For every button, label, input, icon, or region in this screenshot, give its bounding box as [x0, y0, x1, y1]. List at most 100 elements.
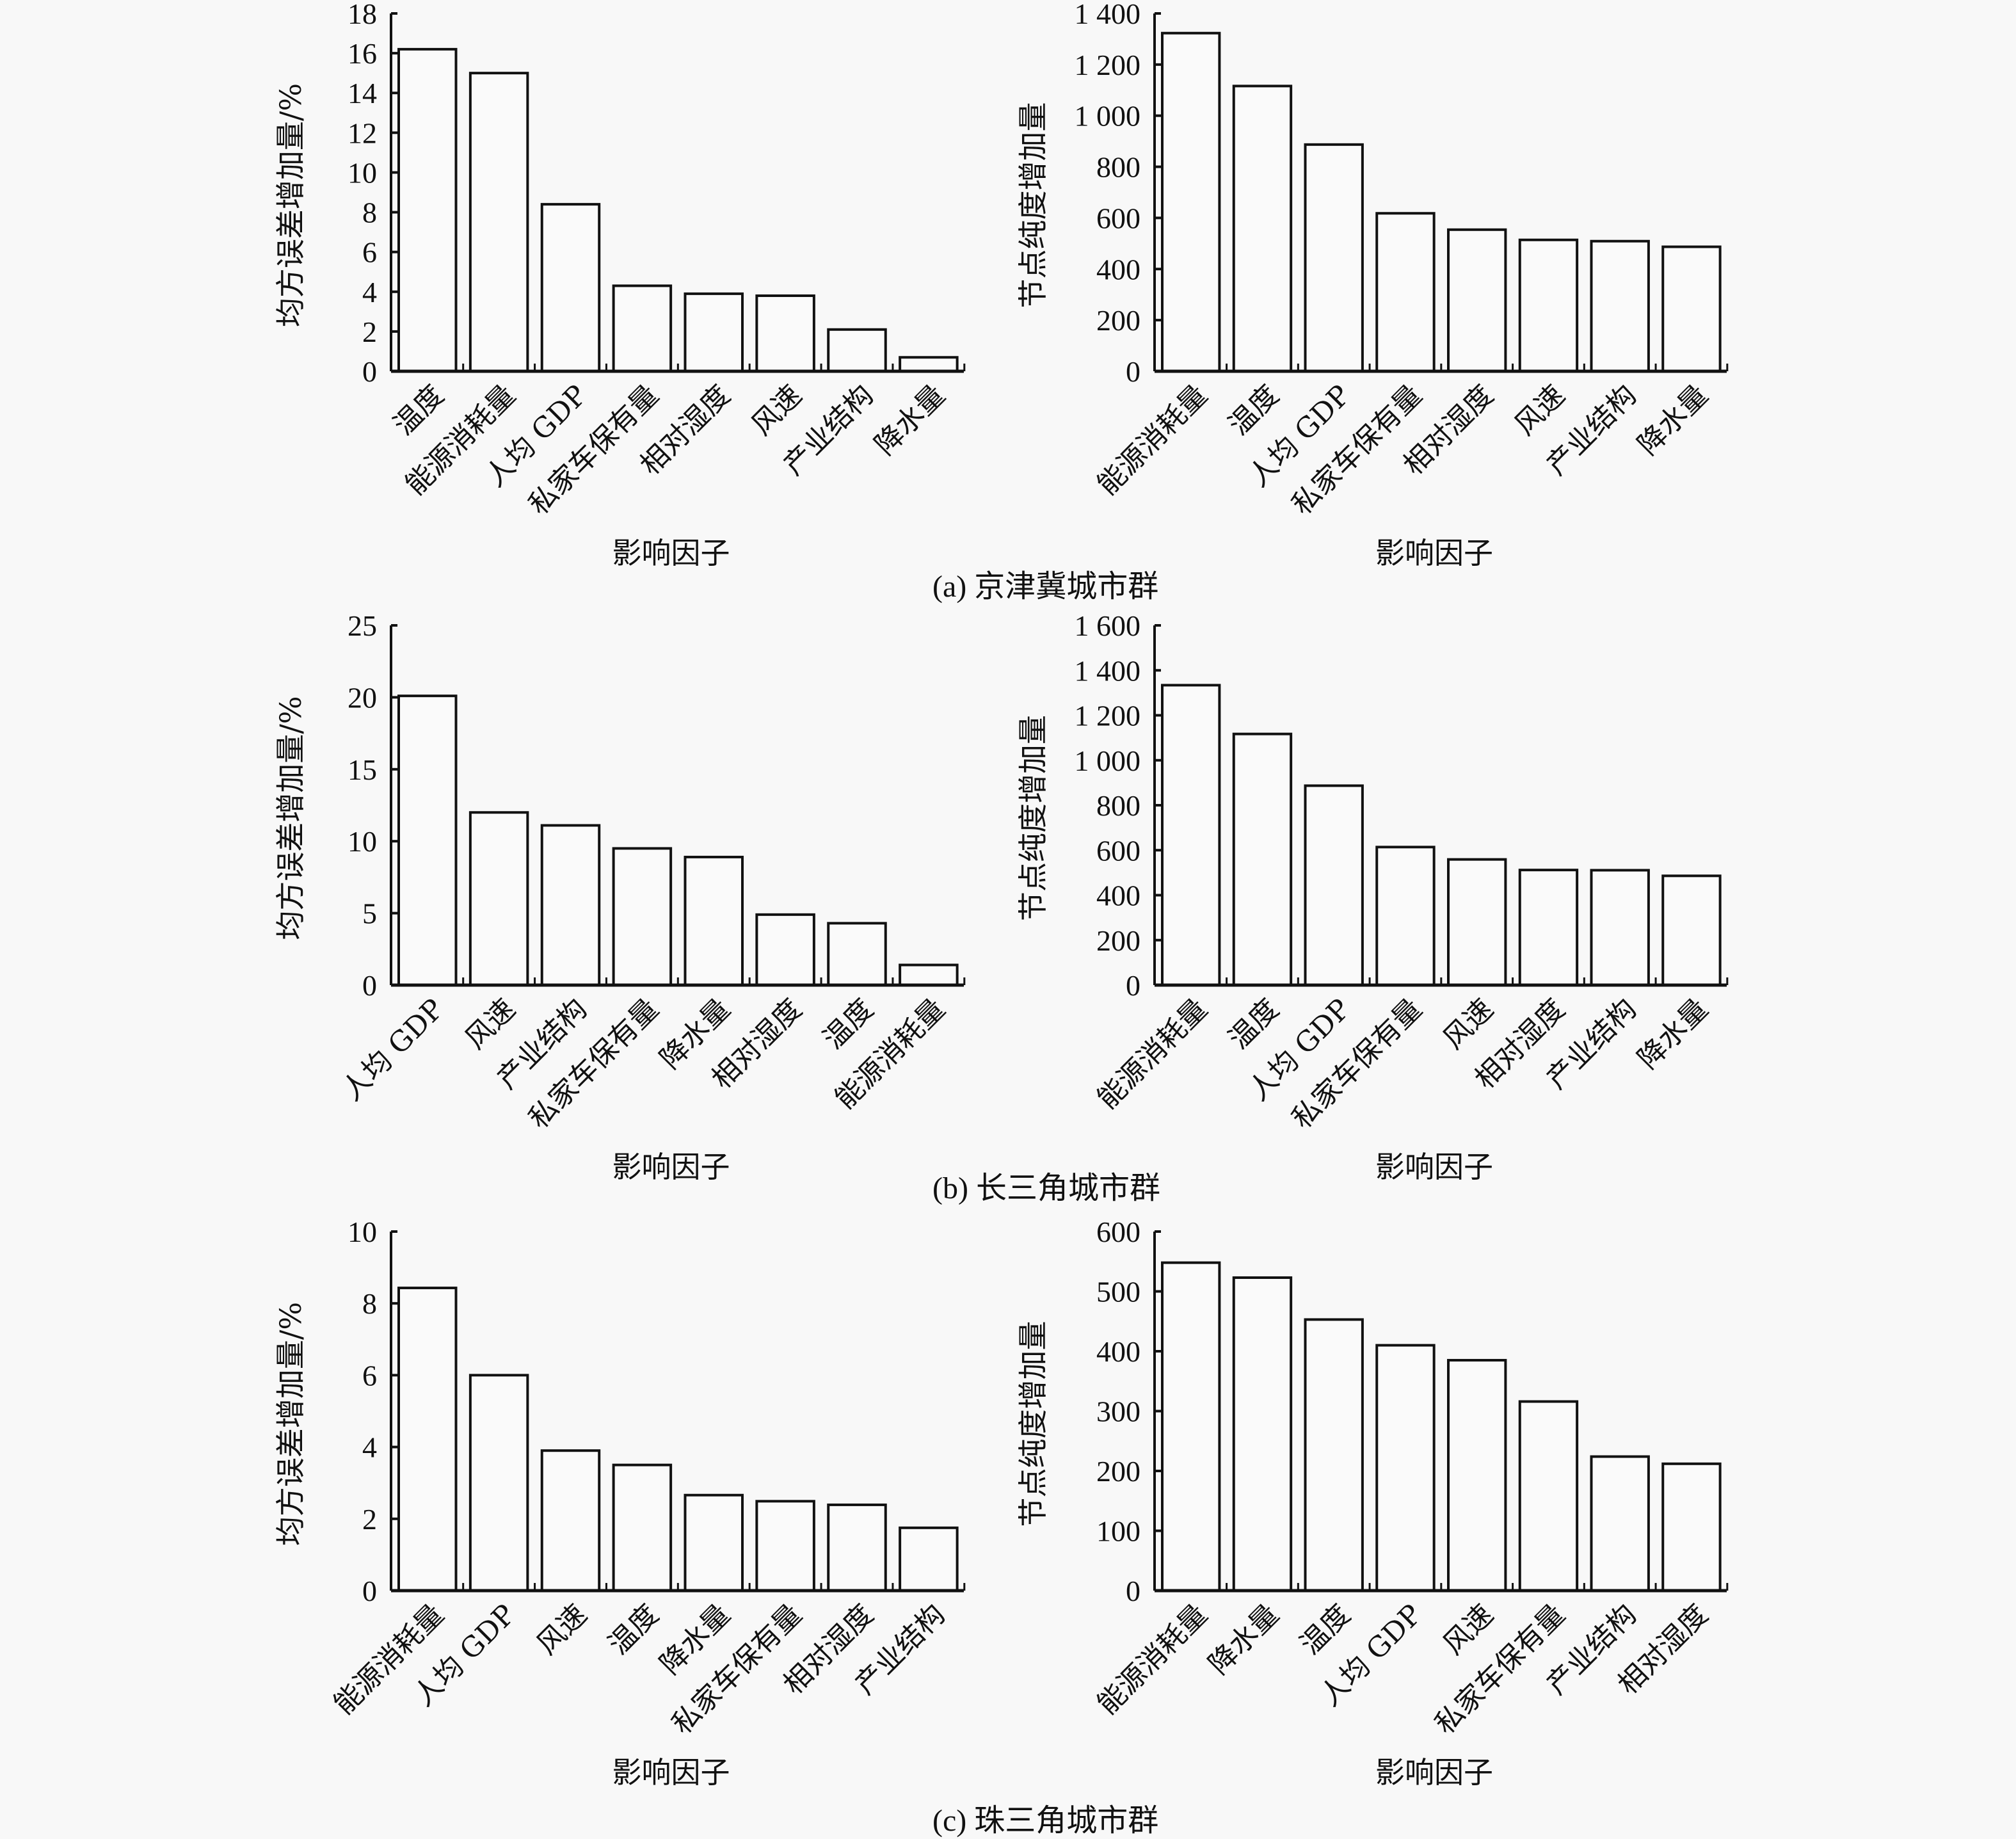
x-tick-label: 风速	[531, 1598, 593, 1661]
y-tick-label: 15	[348, 753, 377, 786]
x-tick-label: 温度	[387, 379, 450, 442]
y-tick-label: 1 000	[1075, 744, 1141, 777]
bar-7	[827, 328, 887, 373]
bar-2	[468, 811, 529, 986]
bar-3	[540, 824, 601, 987]
y-tick-label: 2	[362, 1503, 377, 1536]
caption-a: (a) 京津冀城市群	[932, 570, 1158, 604]
y-tick-label: 4	[362, 1431, 377, 1464]
bar-4	[1375, 846, 1436, 987]
y-tick-label: 6	[362, 236, 377, 269]
x-tick-label: 温度	[602, 1598, 665, 1661]
caption-c: (c) 珠三角城市群	[932, 1804, 1158, 1838]
x-tick-label: 降水量	[1631, 379, 1714, 462]
x-axis-title: 影响因子	[1375, 1755, 1493, 1790]
y-tick-label: 0	[362, 355, 377, 388]
y-tick-label: 10	[348, 1216, 377, 1248]
bar-1	[1161, 684, 1221, 986]
bar-8	[899, 1526, 959, 1592]
bar-4	[612, 1463, 673, 1592]
y-tick-label: 1 200	[1075, 700, 1141, 732]
y-axis-title: 均方误差增加量/%	[273, 1302, 308, 1546]
bar-7	[827, 922, 887, 987]
x-axis-title: 影响因子	[612, 1150, 730, 1184]
bar-3	[1304, 1318, 1364, 1593]
y-tick-label: 600	[1096, 1216, 1140, 1248]
y-tick-label: 200	[1096, 924, 1140, 957]
y-axis-title: 均方误差增加量/%	[273, 83, 308, 327]
y-tick-label: 200	[1096, 304, 1140, 337]
y-tick-label: 500	[1096, 1276, 1140, 1308]
y-tick-label: 400	[1096, 253, 1140, 285]
bar-5	[1447, 228, 1507, 373]
y-tick-label: 800	[1096, 789, 1140, 822]
bar-5	[684, 1493, 744, 1592]
bar-5	[1447, 1359, 1507, 1592]
x-tick-label: 风速	[746, 379, 808, 442]
x-tick-label: 能源消耗量	[1091, 379, 1214, 502]
y-tick-label: 100	[1096, 1515, 1140, 1548]
chart-panel-b-right: 0 200 400 600 800 1 000 1 200 1 400 1 600 能源消耗量 温度…	[1016, 609, 1729, 1184]
y-tick-label: 1 400	[1075, 654, 1141, 687]
x-tick-label: 温度	[1294, 1598, 1357, 1661]
y-tick-label: 800	[1096, 151, 1140, 184]
x-tick-label: 风速	[459, 993, 522, 1056]
y-tick-label: 14	[348, 77, 377, 109]
y-tick-label: 400	[1096, 1335, 1140, 1368]
bar-2	[468, 1374, 529, 1592]
bar-7	[1590, 239, 1650, 373]
bar-1	[1161, 1261, 1221, 1592]
y-tick-label: 0	[1126, 1575, 1140, 1607]
y-tick-label: 0	[1126, 969, 1140, 1002]
bar-8	[1661, 874, 1722, 986]
bar-5	[684, 855, 744, 986]
x-tick-label: 能源消耗量	[1091, 1598, 1214, 1721]
x-tick-label: 温度	[1222, 379, 1285, 442]
y-tick-label: 12	[348, 116, 377, 149]
x-tick-label: 降水量	[1203, 1598, 1285, 1681]
x-tick-label: 风速	[1508, 379, 1571, 442]
x-tick-label: 人均 GDP	[336, 993, 451, 1107]
x-axis-title: 影响因子	[612, 536, 730, 570]
bar-7	[1590, 1455, 1650, 1593]
y-tick-label: 300	[1096, 1395, 1140, 1428]
y-tick-label: 4	[362, 276, 377, 309]
y-tick-label: 10	[348, 825, 377, 858]
x-tick-label: 降水量	[1631, 993, 1714, 1075]
bar-4	[1375, 212, 1436, 373]
x-axis-title: 影响因子	[1375, 1150, 1493, 1184]
y-tick-label: 400	[1096, 879, 1140, 912]
bar-2	[468, 72, 529, 373]
bar-3	[1304, 784, 1364, 987]
bar-6	[1518, 869, 1579, 987]
y-tick-label: 8	[362, 1287, 377, 1320]
bar-2	[1232, 732, 1293, 987]
x-tick-label: 温度	[817, 993, 879, 1056]
bar-3	[540, 203, 601, 373]
y-axis-title: 节点纯度增加量	[1016, 715, 1050, 921]
y-tick-label: 1 000	[1075, 100, 1141, 133]
x-tick-label: 风速	[1437, 1598, 1500, 1661]
x-axis-title: 影响因子	[612, 1755, 730, 1790]
y-axis-title: 节点纯度增加量	[1016, 102, 1050, 309]
x-tick-label: 温度	[1222, 993, 1285, 1056]
bar-7	[1590, 869, 1650, 986]
bar-7	[827, 1503, 887, 1592]
y-tick-label: 8	[362, 197, 377, 229]
y-tick-label: 200	[1096, 1455, 1140, 1488]
bar-8	[899, 356, 959, 373]
bar-1	[1161, 31, 1221, 373]
x-tick-label: 风速	[1437, 993, 1500, 1056]
y-axis-title: 均方误差增加量/%	[273, 696, 308, 940]
bar-2	[1232, 84, 1293, 373]
bar-4	[612, 284, 673, 373]
y-tick-label: 10	[348, 156, 377, 189]
bar-2	[1232, 1276, 1293, 1592]
bar-6	[1518, 1400, 1579, 1593]
bar-4	[612, 847, 673, 986]
bar-1	[397, 47, 458, 373]
